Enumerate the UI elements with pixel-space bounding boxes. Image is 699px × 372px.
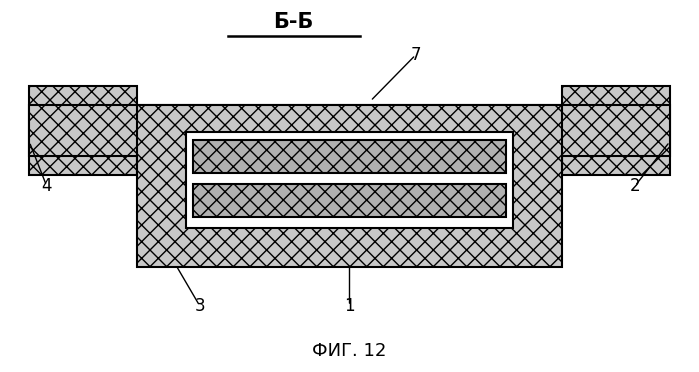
Bar: [137, 105, 562, 267]
Bar: [193, 184, 506, 217]
Bar: [186, 132, 513, 228]
Bar: [29, 86, 137, 175]
Text: 1: 1: [344, 297, 355, 315]
Text: Б-Б: Б-Б: [273, 13, 314, 32]
Text: 7: 7: [410, 46, 421, 64]
Text: 3: 3: [194, 297, 205, 315]
Bar: [29, 105, 670, 157]
Bar: [562, 86, 670, 175]
Text: 2: 2: [630, 177, 640, 195]
Text: ФИГ. 12: ФИГ. 12: [312, 341, 387, 359]
Bar: [193, 140, 506, 173]
Text: 4: 4: [41, 177, 52, 195]
